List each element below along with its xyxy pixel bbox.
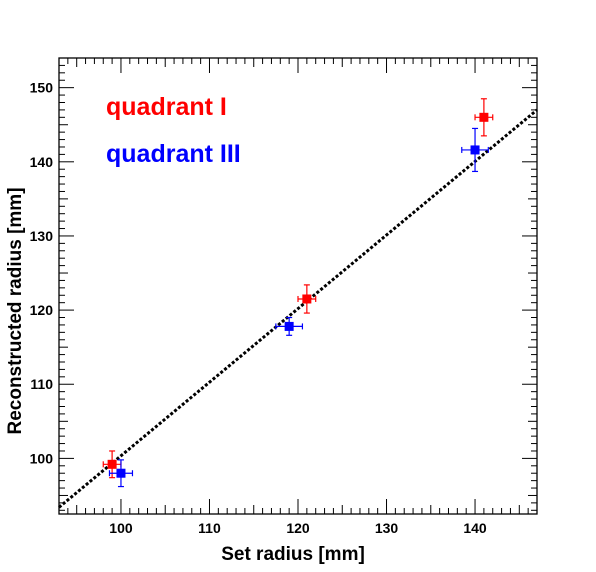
marker-square bbox=[284, 321, 294, 331]
x-tick-label: 110 bbox=[198, 520, 221, 536]
axis-ticks bbox=[58, 57, 538, 514]
fit-line-layer bbox=[58, 108, 538, 509]
data-point bbox=[461, 127, 489, 173]
x-tick-label: 140 bbox=[463, 520, 487, 536]
marker-square bbox=[116, 468, 126, 478]
data-point bbox=[108, 459, 134, 488]
plot-frame bbox=[58, 57, 538, 515]
legend-entry-quadrant-1: quadrant I bbox=[106, 93, 227, 121]
data-points-layer bbox=[102, 98, 494, 488]
y-tick-label: 130 bbox=[30, 228, 54, 244]
tick-labels: 100 110 120 130 140 100 110 120 130 140 150 bbox=[30, 80, 487, 536]
y-tick-label: 150 bbox=[30, 80, 54, 96]
y-tick-label: 120 bbox=[30, 302, 54, 318]
x-tick-label: 120 bbox=[286, 520, 310, 536]
y-tick-label: 100 bbox=[30, 450, 54, 466]
x-tick-label: 100 bbox=[109, 520, 133, 536]
fit-line bbox=[58, 108, 538, 509]
x-tick-label: 130 bbox=[375, 520, 399, 536]
y-tick-label: 110 bbox=[30, 376, 53, 392]
data-point bbox=[474, 98, 494, 137]
marker-square bbox=[107, 459, 117, 469]
data-point bbox=[297, 284, 317, 314]
data-point bbox=[275, 316, 304, 336]
marker-square bbox=[470, 145, 480, 155]
legend-entry-quadrant-3: quadrant III bbox=[106, 140, 241, 168]
marker-square bbox=[479, 112, 489, 122]
marker-square bbox=[302, 294, 312, 304]
x-axis-label: Set radius [mm] bbox=[221, 544, 365, 565]
y-tick-label: 140 bbox=[30, 154, 54, 170]
y-axis-label: Reconstructed radius [mm] bbox=[5, 187, 26, 434]
